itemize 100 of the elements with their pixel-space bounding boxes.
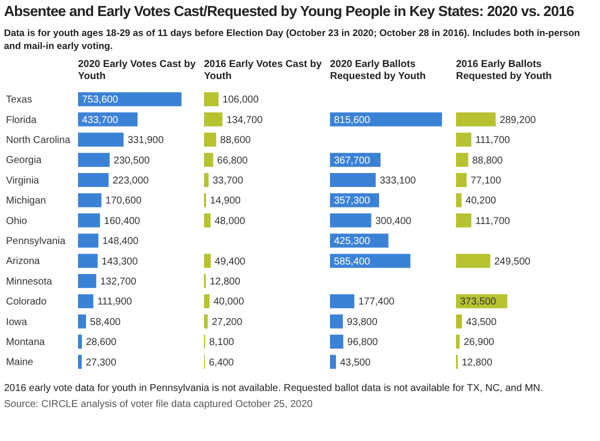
data-label: 331,900 (128, 135, 164, 146)
data-label: 6,400 (208, 357, 234, 368)
bar (78, 213, 100, 228)
data-label: 27,300 (86, 357, 117, 368)
bar (330, 112, 442, 126)
bar (456, 173, 467, 188)
data-label: 40,200 (466, 196, 497, 207)
bar (456, 334, 460, 349)
y-tick-label: Arizona (6, 256, 40, 268)
data-label: 143,300 (102, 256, 138, 268)
bar (204, 173, 209, 188)
bar (78, 92, 182, 106)
data-label: 48,000 (214, 216, 246, 227)
y-tick-label: Florida (6, 114, 37, 126)
bar (78, 234, 98, 248)
bar (330, 294, 354, 308)
data-label: 223,000 (112, 176, 150, 187)
data-label: 160,400 (104, 216, 141, 227)
data-label: 106,000 (222, 94, 260, 106)
data-label: 815,600 (334, 114, 371, 126)
bar (78, 314, 86, 328)
bar (78, 294, 94, 308)
bar (204, 254, 211, 268)
bar (456, 314, 462, 328)
bar (330, 314, 343, 328)
bar (204, 213, 211, 228)
data-label: 433,700 (82, 114, 119, 126)
data-label: 367,700 (334, 155, 371, 166)
y-tick-label: Michigan (6, 196, 46, 207)
y-tick-label: Ohio (6, 216, 28, 227)
data-label: 134,700 (226, 114, 264, 126)
y-tick-label: Georgia (6, 155, 42, 166)
bar (330, 173, 376, 188)
text: 2016 Early Votes Cast by Youth (204, 59, 322, 82)
bar (204, 112, 222, 126)
data-label: 249,500 (494, 256, 531, 268)
data-label: 753,600 (82, 94, 119, 106)
data-label: 27,200 (212, 316, 243, 328)
data-label: 12,800 (210, 276, 241, 288)
data-label: 77,100 (470, 176, 502, 187)
bar (78, 274, 96, 288)
data-label: 373,500 (460, 296, 497, 308)
data-label: 425,300 (334, 236, 371, 248)
data-label: 289,200 (500, 114, 536, 126)
data-label: 96,800 (347, 337, 378, 348)
y-tick-label: Pennsylvania (6, 236, 66, 247)
y-tick-label: Minnesota (6, 276, 53, 288)
data-label: 8,100 (209, 337, 235, 348)
y-tick-label: Texas (6, 94, 32, 106)
bar (204, 294, 210, 308)
data-label: 132,700 (100, 276, 137, 288)
data-label: 28,600 (86, 337, 117, 348)
data-label: 43,500 (340, 357, 371, 368)
source-note: Source: CIRCLE analysis of voter file data captured October 25, 2020 (4, 398, 313, 410)
y-tick-label: Maine (6, 357, 34, 368)
bar (78, 334, 82, 349)
data-label: 40,000 (213, 296, 244, 308)
data-label: 585,400 (334, 256, 371, 268)
bar (456, 193, 462, 208)
data-label: 357,300 (334, 196, 371, 207)
data-label: 170,600 (105, 196, 142, 207)
data-label: 43,500 (466, 316, 497, 328)
y-tick-label: Montana (6, 336, 46, 348)
data-label: 26,900 (464, 337, 495, 348)
data-label: 49,400 (214, 256, 246, 268)
bar (78, 254, 98, 268)
data-label: 88,800 (472, 155, 504, 166)
bar (78, 354, 82, 369)
text: Data is for youth ages 18-29 as of 11 days before Election Day (October 23 in 2020; October 28 in 2016). Includes both in-person and mail-in early voting. (4, 28, 580, 52)
chart-title: 2016 Early Ballots Requested by Youth (456, 59, 552, 82)
chart-title: 2020 Early Votes Cast by Youth (78, 59, 196, 82)
bar (204, 152, 214, 167)
data-label: 333,100 (380, 176, 416, 187)
data-label: 148,400 (102, 236, 139, 248)
bar (78, 152, 110, 167)
bar (204, 132, 216, 147)
chart-title: 2020 Early Ballots Requested by Youth (330, 59, 426, 82)
bar (330, 213, 372, 228)
y-tick-label: Virginia (6, 175, 40, 186)
bar (456, 152, 468, 167)
bar (78, 193, 102, 208)
bar (456, 213, 472, 228)
y-tick-label: Iowa (6, 316, 28, 328)
data-label: 12,800 (462, 357, 493, 368)
bar (456, 112, 496, 126)
data-label: 177,400 (358, 296, 395, 308)
data-label: 66,800 (217, 155, 248, 166)
y-tick-label: North Carolina (6, 135, 71, 146)
data-label: 93,800 (346, 316, 378, 328)
bar (330, 334, 344, 349)
bar (330, 354, 336, 369)
data-label: 300,400 (375, 216, 412, 227)
bar (78, 173, 109, 188)
data-label: 33,700 (212, 176, 244, 187)
data-label: 88,600 (220, 135, 252, 146)
bar (204, 314, 208, 328)
data-label: 111,900 (97, 296, 132, 308)
data-label: 111,700 (475, 135, 510, 146)
bar (456, 132, 472, 147)
bar (456, 254, 490, 268)
